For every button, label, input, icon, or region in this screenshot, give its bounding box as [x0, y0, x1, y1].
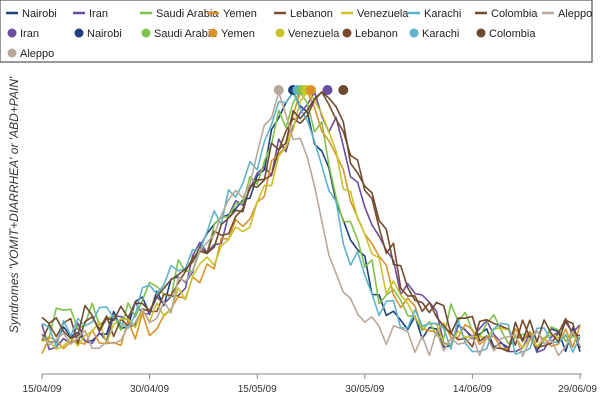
series-line-lebanon	[41, 91, 581, 349]
legend-marker-swatch-yemen	[208, 28, 218, 38]
legend-marker-label-lebanon: Lebanon	[355, 28, 398, 40]
x-tick-label: 14/06/09	[453, 384, 492, 395]
legend-marker-swatch-colombia	[476, 28, 486, 38]
x-tick-label: 15/04/09	[23, 384, 62, 395]
legend-line-label-saudi-arabia: Saudi Arabia	[156, 8, 219, 20]
legend-line-label-yemen: Yemen	[223, 8, 257, 20]
legend-marker-swatch-lebanon	[342, 28, 352, 38]
legend-line-label-colombia: Colombia	[491, 8, 538, 20]
peak-marker-colombia	[338, 85, 349, 95]
peak-markers	[273, 85, 349, 95]
series-line-aleppo	[41, 91, 581, 358]
peak-marker-aleppo	[273, 85, 284, 95]
x-tick-label: 15/05/09	[238, 384, 277, 395]
legend-marker-swatch-aleppo	[7, 48, 17, 58]
legend-marker-label-yemen: Yemen	[221, 28, 255, 40]
legend: Nairobi Iran Saudi Arabia Yemen Lebanon Venez…	[0, 0, 593, 63]
legend-box	[0, 0, 593, 63]
legend-marker-label-colombia: Colombia	[489, 28, 536, 40]
x-tick-label: 30/04/09	[130, 384, 169, 395]
legend-line-label-iran: Iran	[89, 8, 108, 20]
legend-line-label-lebanon: Lebanon	[290, 8, 333, 20]
legend-marker-label-aleppo: Aleppo	[20, 48, 54, 60]
legend-line-label-venezuela: Venezuela	[357, 8, 409, 20]
legend-marker-swatch-saudi-arabia	[141, 28, 151, 38]
series-line-karachi	[41, 91, 581, 355]
legend-line-label-aleppo: Aleppo	[558, 8, 592, 20]
x-tick-label: 29/06/09	[558, 384, 597, 395]
legend-marker-swatch-iran	[7, 28, 17, 38]
x-tick-label: 30/05/09	[345, 384, 384, 395]
legend-marker-label-nairobi: Nairobi	[87, 28, 122, 40]
peak-marker-iran	[322, 85, 333, 95]
legend-marker-swatch-venezuela	[275, 28, 285, 38]
legend-marker-label-venezuela: Venezuela	[288, 28, 340, 40]
series-line-colombia	[41, 91, 581, 353]
legend-line-label-karachi: Karachi	[424, 8, 461, 20]
legend-marker-label-iran: Iran	[20, 28, 39, 40]
series-line-venezuela	[41, 91, 581, 350]
y-axis-label: Syndromes 'VOMIT+DIARRHEA' or 'ABD+PAIN'	[7, 76, 21, 333]
x-axis-ticks: 15/04/09 30/04/09 15/05/09 30/05/09 14/06/09…	[23, 374, 597, 395]
legend-line-label-nairobi: Nairobi	[22, 8, 57, 20]
legend-marker-swatch-nairobi	[74, 28, 84, 38]
series-layer	[41, 91, 581, 358]
legend-marker-label-saudi-arabia: Saudi Arabia	[154, 28, 217, 40]
legend-marker-label-karachi: Karachi	[422, 28, 459, 40]
legend-marker-swatch-karachi	[409, 28, 419, 38]
peak-marker-yemen	[306, 85, 316, 95]
